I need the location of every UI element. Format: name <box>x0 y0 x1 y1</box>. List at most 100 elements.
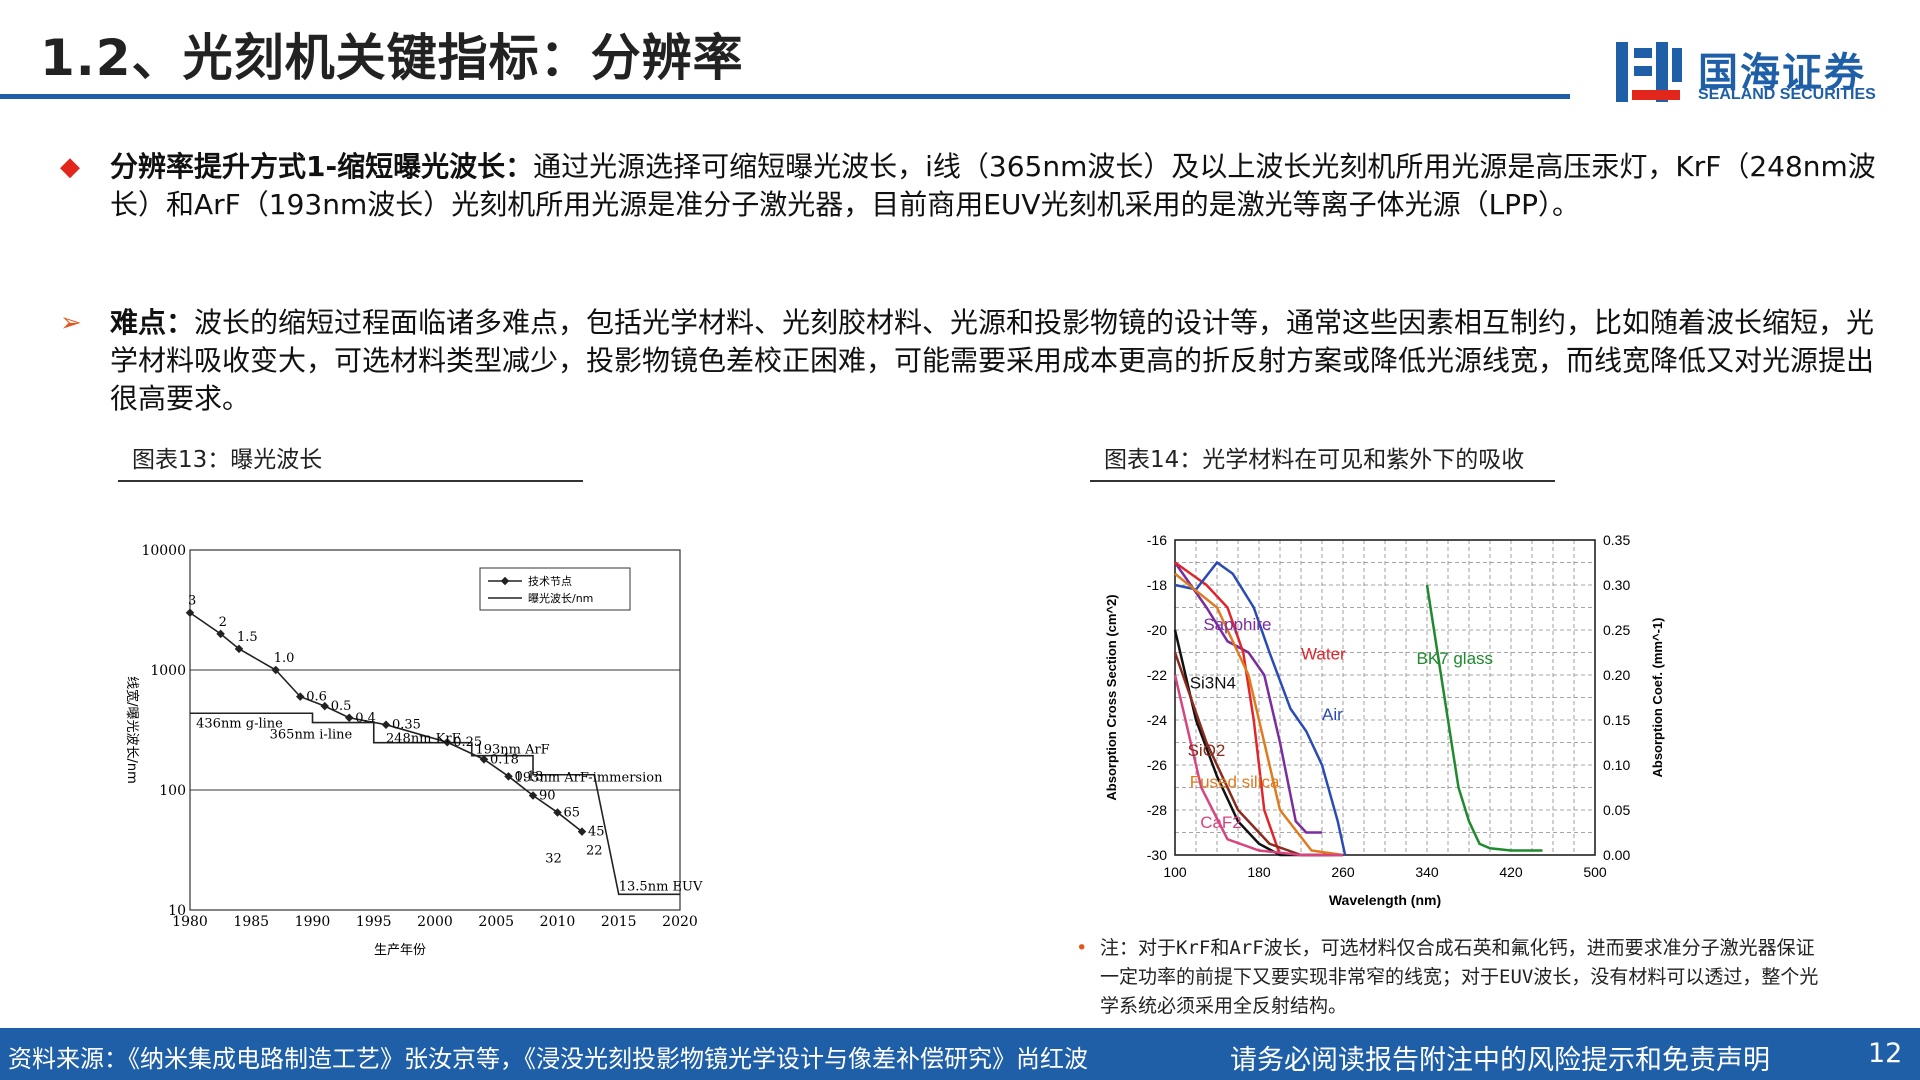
data-point <box>381 720 391 729</box>
note-text: 注：对于KrF和ArF波长，可选材料仅合成石英和氟化钙，进而要求准分子激光器保证… <box>1100 937 1819 1017</box>
x-axis-label: 生产年份 <box>374 943 426 958</box>
y2-tick-label: 0.00 <box>1603 847 1630 863</box>
x-tick-label: 1980 <box>172 914 208 930</box>
y-tick-label: 10000 <box>141 543 186 559</box>
title-underline <box>0 94 1570 99</box>
y2-tick-label: 0.20 <box>1603 667 1630 683</box>
y2-axis-label: Absorption Coef. (mm^-1) <box>1650 618 1665 778</box>
legend-label: 曝光波长/nm <box>528 591 593 605</box>
series-label: Si3N4 <box>1190 674 1236 693</box>
plot-frame <box>189 549 681 911</box>
series-line-water <box>1174 561 1282 856</box>
y2-tick-label: 0.25 <box>1603 622 1630 638</box>
y-tick-label: -16 <box>1147 532 1167 548</box>
y-tick-label: -28 <box>1147 802 1167 818</box>
y-tick-label: -20 <box>1147 622 1167 638</box>
x-tick-label: 2010 <box>540 914 576 930</box>
bullet-text: 分辨率提升方式1-缩短曝光波长：通过光源选择可缩短曝光波长，i线（365nm波长… <box>110 148 1900 224</box>
data-label: 0.6 <box>306 690 327 705</box>
series-line-caf2 <box>1173 674 1343 857</box>
data-label: 1.5 <box>237 630 258 645</box>
data-point <box>504 772 513 781</box>
page-number: 12 <box>1868 1038 1903 1069</box>
annotation-label: 13.5nm EUV <box>619 879 703 894</box>
x-tick-label: 1985 <box>233 914 269 930</box>
logo-name-cn: 国海证券 <box>1698 50 1866 96</box>
logo-name-en: SEALAND SECURITIES <box>1698 86 1876 103</box>
y-axis-label: 线宽/曝光波长/nm <box>124 676 140 784</box>
data-label: 0.5 <box>331 699 352 714</box>
arrow-bullet-icon: ➢ <box>60 308 82 338</box>
data-label: 1.0 <box>274 651 295 666</box>
bullet-heading: 难点： <box>110 306 195 339</box>
y2-tick-label: 0.05 <box>1603 802 1630 818</box>
y-tick-label: -26 <box>1147 757 1167 773</box>
series-label: CaF2 <box>1200 813 1242 832</box>
series-label: Fused silica <box>1190 773 1280 792</box>
chart-note: • 注：对于KrF和ArF波长，可选材料仅合成石英和氟化钙，进而要求准分子激光器… <box>1076 934 1820 1021</box>
footer-disclaimer: 请务必阅读报告附注中的风险提示和免责声明 <box>1230 1045 1770 1076</box>
series-label: SiO2 <box>1188 741 1226 760</box>
plot-frame <box>1174 539 1596 856</box>
diamond-bullet-icon: ◆ <box>60 152 80 182</box>
logo-mark-icon <box>1616 42 1682 102</box>
series-line-wavelength <box>190 712 680 896</box>
data-point <box>296 692 305 701</box>
legend-label: 技术节点 <box>528 575 572 588</box>
x-tick-label: 100 <box>1163 864 1187 880</box>
company-logo: 国海证券 SEALAND SECURITIES <box>1612 38 1902 108</box>
data-label: 0.18 <box>490 752 519 767</box>
y-axis-label: Absorption Cross Section (cm^2) <box>1104 594 1119 800</box>
optical-absorption-chart: -30 -28 -26 -24 -22 -20 -18 -16 0.00 0.05 0.10 0.15… <box>1104 532 1665 908</box>
y-tick-label: -22 <box>1147 667 1167 683</box>
y-tick-label: -18 <box>1147 577 1167 593</box>
data-point <box>271 665 280 675</box>
bullet-body: 通过光源选择可缩短曝光波长，i线（365nm波长）及以上波长光刻机所用光源是高压… <box>110 150 1876 221</box>
x-tick-label: 260 <box>1331 864 1355 880</box>
annotation-label: 248nm KrF <box>386 732 461 747</box>
y-tick-label: 10 <box>168 903 186 919</box>
data-point <box>185 608 195 617</box>
bullet-text: 难点：波长的缩短过程面临诸多难点，包括光学材料、光刻胶材料、光源和投影物镜的设计… <box>110 304 1900 418</box>
x-tick-label: 2015 <box>601 914 637 930</box>
note-bullet-icon: • <box>1076 937 1088 959</box>
data-label: 0.35 <box>392 718 421 733</box>
legend-box <box>479 567 631 611</box>
series-label: Sapphire <box>1203 615 1271 634</box>
x-tick-label: 2005 <box>478 914 514 930</box>
data-point <box>234 644 244 654</box>
figure-13-label: 图表13：曝光波长 <box>132 447 323 473</box>
data-point <box>443 738 452 747</box>
series-line-technology-node <box>189 612 583 833</box>
figure-14-rule <box>1090 480 1555 482</box>
data-point <box>320 701 329 711</box>
y2-tick-label: 0.35 <box>1603 532 1630 548</box>
series-label: Air <box>1322 705 1343 724</box>
bullet-heading: 分辨率提升方式1-缩短曝光波长： <box>110 150 534 183</box>
annotation-label: 193nm ArF <box>475 743 549 758</box>
annotation-label: 365nm i-line <box>270 728 353 743</box>
x-tick-label: 1990 <box>295 914 331 930</box>
data-label: 0.25 <box>453 735 482 750</box>
footer-bar: 资料来源：《纳米集成电路制造工艺》张汝京等，《浸没光刻投影物镜光学设计与像差补偿… <box>0 1028 1920 1080</box>
y-tick-label: 1000 <box>150 663 186 679</box>
x-tick-label: 2000 <box>417 914 453 930</box>
x-tick-label: 500 <box>1583 864 1607 880</box>
y2-tick-label: 0.10 <box>1603 757 1630 773</box>
y-tick-label: -24 <box>1147 712 1167 728</box>
y2-tick-label: 0.30 <box>1603 577 1630 593</box>
data-label: 3 <box>188 594 196 609</box>
data-label: 90 <box>539 788 556 803</box>
y-tick-label: -30 <box>1147 847 1167 863</box>
series-line-sapphire <box>1173 561 1322 834</box>
data-label: 65 <box>564 805 581 820</box>
figure-14-label: 图表14：光学材料在可见和紫外下的吸收 <box>1104 447 1525 473</box>
figure-13-rule <box>118 480 583 482</box>
x-tick-label: 1995 <box>356 914 392 930</box>
x-axis-label: Wavelength (nm) <box>1329 892 1441 908</box>
data-point <box>479 755 489 764</box>
series-line-air <box>1174 560 1347 856</box>
data-point <box>345 713 354 722</box>
annotation-label: 436nm g-line <box>196 716 283 731</box>
x-tick-label: 420 <box>1499 864 1523 880</box>
